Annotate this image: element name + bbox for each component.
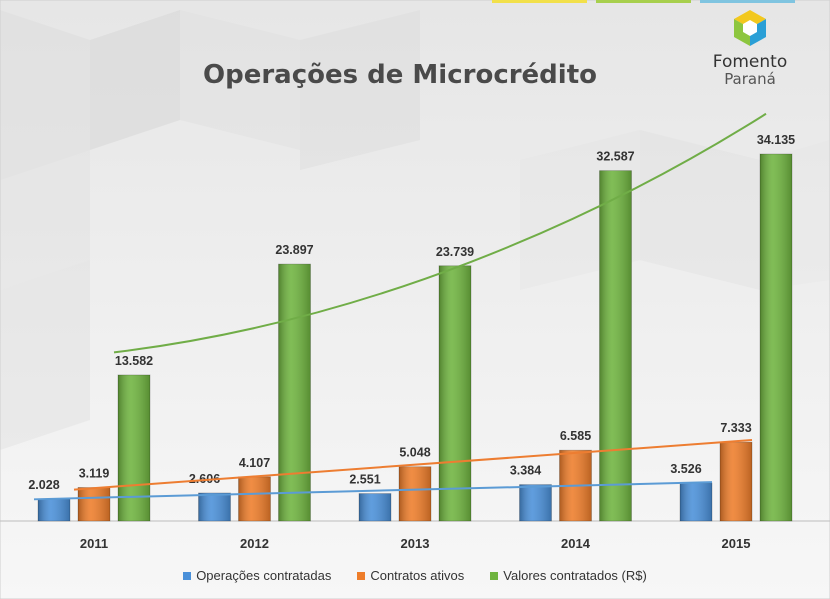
data-label-2013-series-1: 5.048 [399, 446, 430, 460]
trendline-series-2 [113, 112, 767, 354]
fomento-parana-logo: Fomento Paraná [700, 8, 800, 88]
top-accent-bar-green [596, 0, 691, 3]
data-label-2012-series-0: 2.606 [189, 472, 220, 486]
logo-text-line1: Fomento [712, 52, 788, 72]
legend-label-series-2: Valores contratados (R$) [503, 568, 647, 583]
bar-shade-2011-series-0 [38, 499, 70, 521]
bar-shade-2013-series-0 [359, 493, 391, 521]
bar-shade-2013-series-1 [399, 466, 431, 521]
top-accent-bar-yellow [492, 0, 587, 3]
data-label-2014-series-0: 3.384 [510, 464, 541, 478]
data-label-2015-series-1: 7.333 [720, 421, 751, 435]
legend-item-series-0: Operações contratadas [183, 568, 331, 583]
x-tick-label-2013: 2013 [401, 536, 430, 551]
top-accent-bar-blue [700, 0, 795, 3]
hexagon-logo-icon [734, 10, 766, 46]
bar-shade-2011-series-2 [118, 374, 150, 521]
trendline-series-1 [73, 439, 753, 491]
data-label-2014-series-1: 6.585 [560, 429, 591, 443]
bar-shade-2011-series-1 [78, 487, 110, 521]
data-label-2015-series-2: 34.135 [757, 133, 795, 147]
bar-shade-2012-series-0 [198, 492, 231, 521]
x-tick-label-2014: 2014 [561, 536, 591, 551]
x-tick-label-2011: 2011 [80, 536, 108, 551]
bar-shade-2014-series-0 [519, 484, 552, 521]
legend-item-series-2: Valores contratados (R$) [490, 568, 647, 583]
x-tick-label-2015: 2015 [722, 536, 751, 551]
legend-label-series-0: Operações contratadas [196, 568, 332, 583]
data-label-2013-series-0: 2.551 [349, 473, 380, 487]
data-label-2011-series-0: 2.028 [28, 478, 59, 492]
bar-shade-2015-series-0 [680, 483, 712, 521]
bar-shade-2012-series-2 [278, 264, 311, 521]
bar-shade-2014-series-2 [599, 170, 632, 522]
data-label-2012-series-1: 4.107 [239, 456, 270, 470]
legend-label-series-1: Contratos ativos [370, 568, 465, 583]
chart-title: Operações de Microcrédito [202, 60, 597, 90]
legend-swatch-series-1 [357, 571, 366, 580]
legend-swatch-series-2 [490, 571, 499, 580]
data-label-2012-series-2: 23.897 [275, 243, 313, 257]
bar-shade-2013-series-2 [439, 265, 471, 521]
data-label-2011-series-1: 3.119 [79, 466, 110, 480]
legend-item-series-1: Contratos ativos [357, 568, 464, 583]
legend-swatch-series-0 [183, 571, 192, 580]
trendline-series-0 [33, 481, 713, 501]
chart-legend: Operações contratadas Contratos ativos Val… [0, 568, 830, 583]
x-tick-label-2012: 2012 [240, 536, 269, 551]
bar-shade-2015-series-1 [720, 442, 752, 521]
data-label-2011-series-2: 13.582 [115, 354, 153, 368]
logo-text-line2: Paraná [724, 70, 776, 88]
data-label-2014-series-2: 32.587 [596, 150, 634, 164]
bar-shade-2015-series-2 [760, 154, 792, 521]
data-label-2013-series-2: 23.739 [436, 245, 474, 259]
data-label-2015-series-0: 3.526 [670, 462, 701, 476]
bar-shade-2012-series-1 [238, 476, 271, 521]
